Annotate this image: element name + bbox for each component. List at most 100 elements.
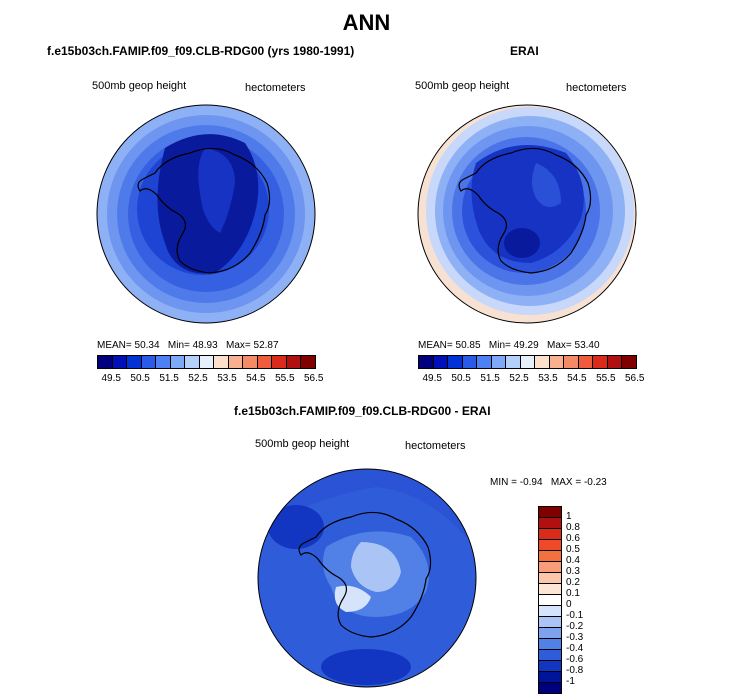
panel2-min-value: 49.29 [513, 340, 539, 351]
panel1-colorbar-tick-label: 49.5 [101, 373, 121, 384]
panel3-colorbar-tick-label: 0.2 [566, 577, 580, 588]
panel3-colorbar-tick-label: 0.6 [566, 533, 580, 544]
panel1-variable-label: 500mb geop height [92, 80, 187, 92]
panel2-colorbar-swatch [491, 356, 507, 368]
panel3-colorbar-swatch [539, 661, 561, 672]
panel1-min-label: Min= [167, 340, 190, 351]
panel3-colorbar-labels: 1 0.8 0.6 0.5 0.4 0.3 0.2 0.1 0 -0.1 -0.2 -0.3 -0.4-… [566, 506, 606, 687]
panel2-colorbar [418, 355, 637, 369]
panel2-map [417, 104, 637, 324]
panel3-colorbar-tick-label: 0.8 [566, 522, 580, 533]
panel2-colorbar-swatch [419, 356, 434, 368]
panel2-map-border [417, 104, 637, 324]
panel1-stats: MEAN= 50.34 Min= 48.93 Max= 52.87 [97, 340, 279, 351]
panel1-colorbar-swatch [286, 356, 302, 368]
panel1-colorbar-swatch [185, 356, 200, 368]
panel1-colorbar-swatch [170, 356, 186, 368]
panel3-colorbar-tick-label: -0.2 [566, 621, 584, 632]
panel3-colorbar-swatch [539, 606, 561, 617]
panel1-max-value: 52.87 [253, 340, 279, 351]
panel2-mean-label: MEAN= [418, 340, 453, 351]
panel3-colorbar-tick-label: 0 [566, 599, 572, 610]
panel3-contour-light [351, 542, 401, 592]
panel2-colorbar-labels: 49.5 50.5 51.5 52.5 53.5 54.5 55.5 56.5 [418, 373, 644, 385]
panel2-colorbar-tick-label: 54.5 [567, 373, 587, 384]
panel2-colorbar-tick-label: 53.5 [538, 373, 558, 384]
panel1-colorbar-swatch [127, 356, 142, 368]
panel3-colorbar-swatch [539, 639, 561, 650]
panel1-colorbar-swatch [214, 356, 229, 368]
panel2-core [471, 145, 584, 263]
panel1-colorbar-swatch [301, 356, 315, 368]
panel3-colorbar-swatch [539, 672, 561, 683]
panel3-colorbar-tick-label: -0.6 [566, 654, 584, 665]
panel1-map-border [96, 104, 316, 324]
panel2-colorbar-tick-label: 49.5 [422, 373, 442, 384]
panel3-max-value: -0.23 [583, 477, 607, 488]
panel3-colorbar-swatch [539, 617, 561, 628]
panel3-colorbar-swatch [539, 573, 561, 584]
panel1-colorbar-swatch [141, 356, 157, 368]
panel2-colorbar-tick-label: 56.5 [625, 373, 645, 384]
panel3-min-label: MIN = [490, 477, 517, 488]
panel1-max-label: Max= [226, 340, 251, 351]
panel3-colorbar-swatch [539, 518, 561, 529]
panel1-units-label: hectometers [245, 82, 306, 94]
panel1-colorbar-labels: 49.5 50.5 51.5 52.5 53.5 54.5 55.5 56.5 [97, 373, 323, 385]
panel1-min-value: 48.93 [192, 340, 218, 351]
panel3-colorbar-tick-label: -1 [566, 676, 575, 687]
panel1-coastline [137, 147, 271, 274]
panel3-colorbar-swatch [539, 628, 561, 639]
panel3-units-label: hectometers [405, 440, 466, 452]
panel3-colorbar-swatch [539, 584, 561, 595]
panel1-colorbar-tick-label: 55.5 [275, 373, 295, 384]
panel3-minimum-south [321, 649, 411, 685]
panel2-mean-value: 50.85 [455, 340, 481, 351]
panel1-map [96, 104, 316, 324]
panel3-colorbar-swatch [539, 540, 561, 551]
panel3-colorbar-swatch [539, 595, 561, 606]
panel3-colorbar-tick-label: -0.3 [566, 632, 584, 643]
panel2-colorbar-swatch [549, 356, 565, 368]
panel1-colorbar-tick-label: 51.5 [159, 373, 179, 384]
panel2-colorbar-swatch [535, 356, 550, 368]
panel3-colorbar-swatch [539, 562, 561, 573]
panel1-colorbar-swatch [272, 356, 287, 368]
panel2-max-label: Max= [547, 340, 572, 351]
panel3-title: f.e15b03ch.FAMIP.f09_f09.CLB-RDG00 - ERA… [234, 404, 491, 418]
panel3-colorbar-swatch [539, 529, 561, 540]
panel2-colorbar-swatch [506, 356, 521, 368]
panel3-colorbar-tick-label: -0.1 [566, 610, 584, 621]
panel2-colorbar-tick-label: 52.5 [509, 373, 529, 384]
panel1-colorbar [97, 355, 316, 369]
panel3-colorbar-tick-label: -0.8 [566, 665, 584, 676]
panel3-colorbar-tick-label: 0.4 [566, 555, 580, 566]
panel3-map [257, 468, 477, 688]
panel3-map-border [257, 468, 477, 688]
panel1-colorbar-tick-label: 54.5 [246, 373, 266, 384]
panel3-colorbar-tick-label: 1 [566, 511, 572, 522]
panel1-colorbar-swatch [199, 356, 215, 368]
panel1-colorbar-swatch [156, 356, 171, 368]
panel2-colorbar-swatch [622, 356, 636, 368]
panel3-colorbar-swatch [539, 683, 561, 693]
panel2-units-label: hectometers [566, 82, 627, 94]
panel2-colorbar-tick-label: 55.5 [596, 373, 616, 384]
panel3-coastline [298, 511, 432, 638]
panel2-colorbar-swatch [520, 356, 536, 368]
panel2-colorbar-swatch [564, 356, 579, 368]
panel2-colorbar-swatch [578, 356, 594, 368]
panel2-coastline [458, 147, 592, 274]
panel1-colorbar-tick-label: 53.5 [217, 373, 237, 384]
panel1-colorbar-swatch [243, 356, 258, 368]
panel1-colorbar-tick-label: 50.5 [130, 373, 150, 384]
panel3-colorbar-tick-label: 0.5 [566, 544, 580, 555]
panel3-variable-label: 500mb geop height [255, 438, 350, 450]
main-title: ANN [342, 10, 391, 35]
panel3-colorbar-tick-label: -0.4 [566, 643, 584, 654]
panel2-min-label: Min= [488, 340, 511, 351]
panel1-colorbar-swatch [98, 356, 113, 368]
panel2-inner-contour [532, 163, 561, 207]
panel3-colorbar-swatch [539, 650, 561, 661]
panel2-minimum [504, 228, 540, 258]
